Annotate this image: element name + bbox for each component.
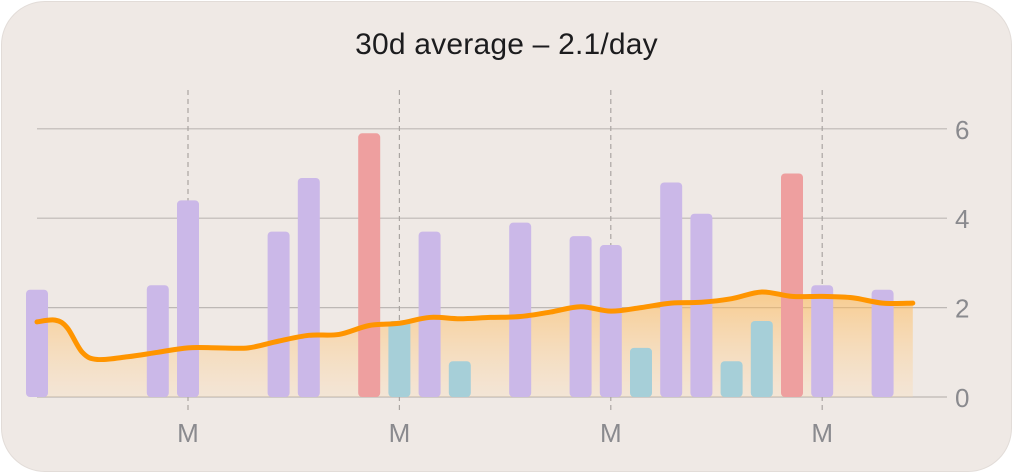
- bar: [267, 231, 290, 397]
- y-tick-label: 6: [955, 115, 969, 145]
- bar: [388, 321, 411, 397]
- bar: [569, 236, 592, 397]
- chart-title: 30d average – 2.1/day: [355, 28, 658, 61]
- average-line-layer: [34, 289, 916, 363]
- bar-layer: [26, 133, 894, 397]
- bar: [811, 285, 834, 397]
- x-tick-label: M: [600, 418, 622, 448]
- x-tick-label: M: [389, 418, 411, 448]
- bar: [690, 213, 713, 397]
- bar: [750, 321, 773, 397]
- y-tick-label: 2: [955, 294, 969, 324]
- bar: [297, 177, 320, 397]
- bar: [509, 222, 532, 397]
- bar: [660, 182, 683, 397]
- bar: [177, 200, 199, 397]
- bar: [448, 361, 471, 397]
- bar: [871, 289, 894, 397]
- bar: [146, 285, 169, 397]
- bar: [781, 173, 803, 397]
- average-line: [34, 289, 916, 363]
- bar: [630, 347, 652, 397]
- y-tick-label: 4: [955, 204, 969, 234]
- bar: [599, 245, 622, 397]
- y-tick-label: 0: [955, 383, 969, 413]
- tick-label-layer: 0 2 4 6 M M M M: [177, 115, 969, 448]
- bar: [418, 231, 441, 397]
- bar: [720, 361, 743, 397]
- x-tick-label: M: [177, 418, 199, 448]
- bar: [358, 133, 381, 397]
- bar: [26, 289, 48, 397]
- x-tick-label: M: [811, 418, 833, 448]
